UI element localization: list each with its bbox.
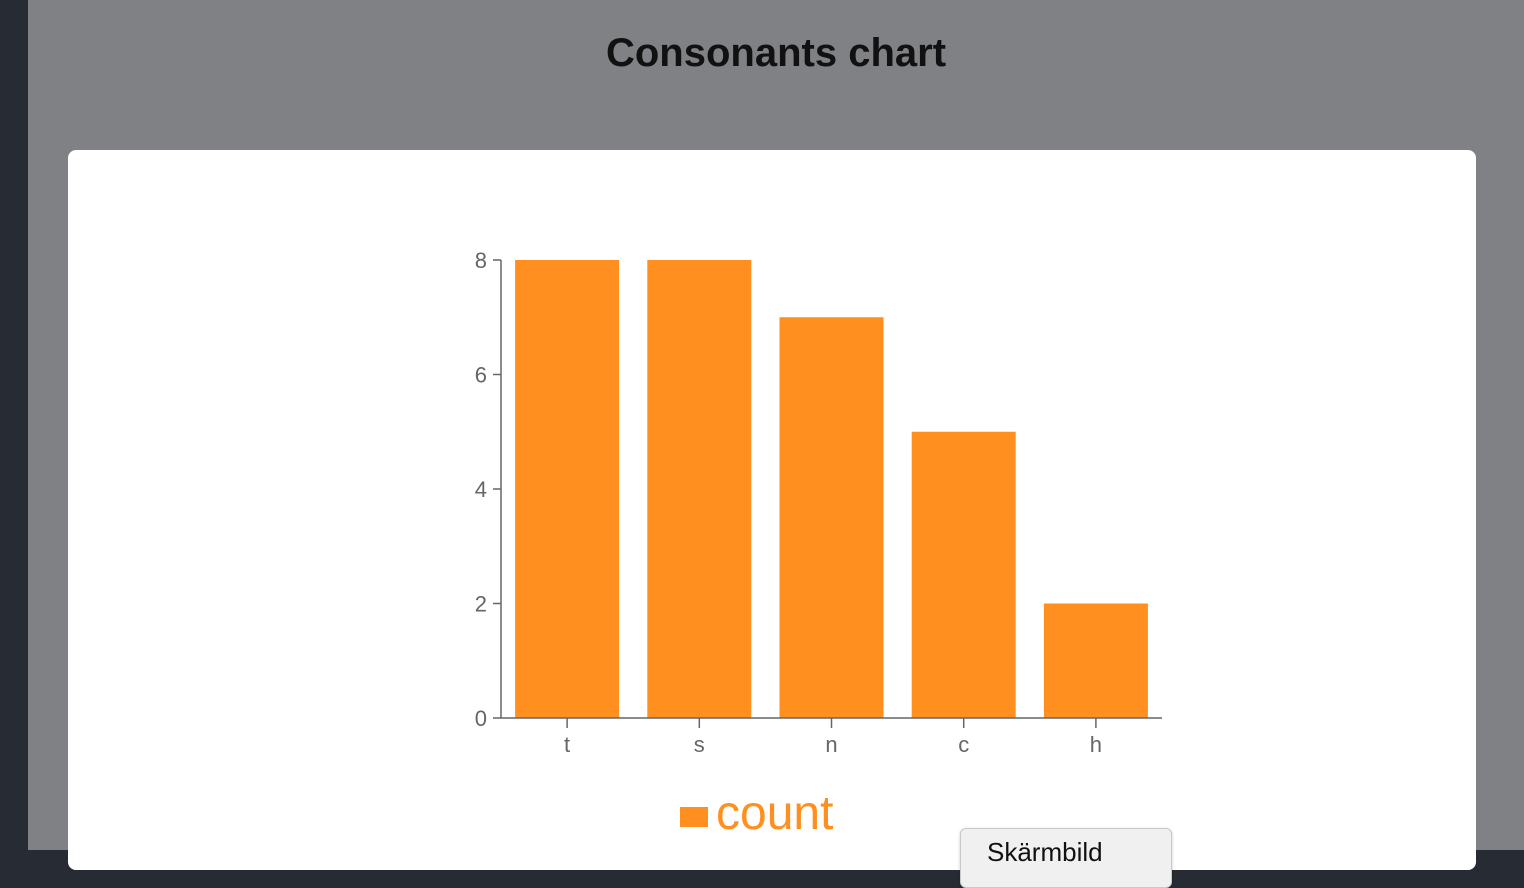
x-tick-label-n: n	[825, 732, 837, 757]
bar-c	[911, 431, 1016, 718]
bar-h	[1043, 603, 1148, 718]
legend-label-count: count	[716, 787, 834, 840]
left-sidebar-strip	[0, 0, 28, 850]
y-tick-label-8: 8	[475, 248, 487, 273]
bar-n	[779, 317, 884, 718]
legend-swatch	[680, 807, 708, 827]
y-tick-label-4: 4	[475, 477, 487, 502]
bar-t	[515, 260, 620, 718]
y-tick-label-2: 2	[475, 592, 487, 617]
x-tick-label-c: c	[958, 732, 969, 757]
y-tick-label-6: 6	[475, 363, 487, 388]
bar-s	[647, 260, 752, 718]
main-panel: Consonants chart 0 2 4 6 8 t s n c h count Skärmb…	[28, 0, 1524, 888]
page-title: Consonants chart	[605, 31, 947, 75]
y-tick-label-0: 0	[475, 706, 487, 731]
chart-card: 0 2 4 6 8 t s n c h count Skärmbild	[68, 150, 1476, 888]
x-tick-label-h: h	[1090, 732, 1102, 757]
x-tick-label-s: s	[694, 732, 705, 757]
x-tick-label-t: t	[564, 732, 570, 757]
bar-chart: 0 2 4 6 8 t s n c h	[475, 248, 1162, 757]
chart-legend: count	[680, 786, 833, 842]
screenshot-button[interactable]: Skärmbild	[960, 828, 1172, 888]
